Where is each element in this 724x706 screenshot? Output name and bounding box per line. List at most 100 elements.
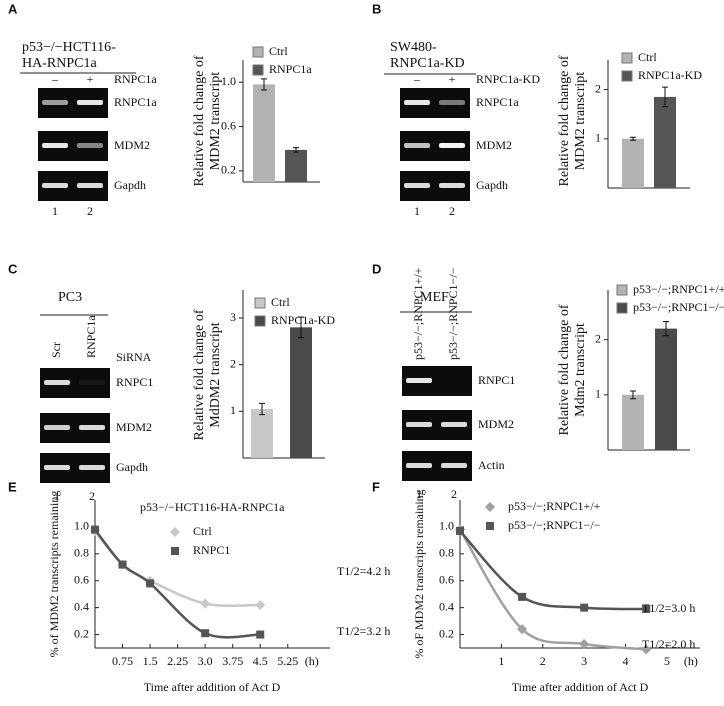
- y-axis-label: Relative fold change of: [192, 55, 207, 186]
- gel-title: RNPC1a-KD: [390, 56, 465, 71]
- y-tick-label: 2: [595, 81, 601, 95]
- legend-swatch: [616, 284, 628, 296]
- lane-label: +: [87, 72, 94, 86]
- point: [641, 644, 652, 655]
- line: [458, 528, 647, 651]
- panel-letter: C: [8, 261, 18, 276]
- gel-band: [77, 183, 103, 188]
- x-tick-label: 0.75: [112, 654, 133, 668]
- gel-band: [79, 380, 105, 385]
- gel-band: [441, 422, 467, 427]
- y-tick-label: 1: [595, 131, 601, 145]
- line: [94, 528, 261, 639]
- y-tick-label: 0.2: [221, 163, 236, 177]
- error-bar: [293, 147, 299, 153]
- gel-band: [439, 183, 465, 188]
- lane-label: –: [51, 72, 59, 86]
- gel-band: [77, 143, 103, 148]
- legend-swatch: [254, 297, 266, 309]
- y-axis-label: Relative fold change of: [192, 309, 207, 440]
- chart-title: p53−/−HCT116-HA-RNPC1a: [140, 500, 285, 514]
- annotation: T1/2=2.0 h: [642, 637, 695, 651]
- line: [459, 530, 647, 611]
- gel-band: [406, 422, 432, 427]
- lane-number: 2: [87, 204, 93, 218]
- point: [201, 629, 210, 638]
- gel-title: MEF: [420, 290, 449, 305]
- legend-swatch: [252, 64, 264, 76]
- legend-label: p53−/−;RNPC1−/−: [633, 300, 724, 314]
- gel-band: [77, 100, 103, 105]
- band-label: RNPC1: [478, 373, 515, 387]
- y-tick-label: 1.0: [439, 519, 454, 533]
- legend-label: RNPC1a-KD: [271, 313, 335, 327]
- point: [91, 525, 99, 534]
- lane-number: 1: [414, 204, 420, 218]
- legend-marker: [170, 527, 180, 537]
- gel-band: [79, 425, 105, 430]
- band-label: MDM2: [116, 420, 152, 434]
- gel-band: [42, 143, 68, 148]
- lane-label: p53−/−;RNPC1−/−: [446, 267, 460, 360]
- gel-band: [44, 380, 70, 385]
- bar: [655, 328, 677, 450]
- y-tick-label: 0.6: [221, 118, 236, 132]
- y-tick-label: 0.2: [74, 626, 89, 640]
- band-label: RNPC1: [116, 375, 153, 389]
- y-axis-label: % oF MDM2 transcripts remaining: [412, 489, 426, 658]
- x-axis-label: Time after addition of Act D: [144, 680, 281, 694]
- gel-band: [441, 463, 467, 468]
- legend-label: RNPC1a-KD: [638, 68, 702, 82]
- band-label: RNPC1a: [476, 95, 519, 109]
- y-tick-label: 2: [595, 331, 601, 345]
- legend-swatch: [621, 70, 633, 82]
- point: [146, 579, 155, 588]
- bar: [290, 327, 312, 458]
- legend-label: RNPC1a: [269, 62, 312, 76]
- legend-label: Ctrl: [269, 44, 288, 58]
- bar: [622, 138, 644, 188]
- bar: [285, 149, 307, 182]
- error-bar: [630, 136, 636, 141]
- gel-band: [42, 183, 68, 188]
- y-tick-label: 3: [230, 310, 236, 324]
- lane-number: 2: [449, 204, 455, 218]
- legend-label: p53−/−;RNPC1−/−: [508, 518, 601, 532]
- y-axis-label: % of MDM2 transcripts remaining: [47, 491, 61, 658]
- gel-band: [406, 463, 432, 468]
- error-bar: [298, 316, 304, 339]
- gel-band: [44, 465, 70, 470]
- band-label: Gapdh: [476, 178, 508, 192]
- lane-number: 1: [416, 487, 422, 501]
- legend-marker: [486, 522, 494, 530]
- y-tick-label: 0.8: [74, 546, 89, 560]
- gel-title: PC3: [58, 290, 82, 305]
- point: [456, 526, 464, 535]
- point: [256, 630, 265, 639]
- gel-band: [44, 425, 70, 430]
- point: [580, 603, 589, 612]
- x-tick-label: 2.25: [167, 654, 188, 668]
- x-unit: (h): [305, 654, 319, 668]
- legend-label: Ctrl: [193, 524, 212, 538]
- error-bar: [663, 320, 669, 337]
- lane-label: +: [449, 72, 456, 86]
- y-axis-label: MDM2 transcript: [208, 72, 223, 170]
- gel-title: SW480-: [390, 40, 437, 55]
- gel-title: p53−/−HCT116-: [22, 40, 116, 55]
- panel-letter: F: [372, 479, 380, 494]
- gel-band: [404, 143, 430, 148]
- legend-swatch: [621, 52, 633, 64]
- y-axis-label: MDM2 transcript: [573, 72, 588, 170]
- point: [518, 592, 527, 601]
- legend-swatch: [616, 302, 628, 314]
- x-axis-label: Time after addition of Act D: [512, 680, 649, 694]
- legend-label: p53−/−;RNPC1+/+: [633, 282, 724, 296]
- panel-letter: E: [8, 479, 17, 494]
- y-tick-label: 0.6: [74, 572, 89, 586]
- x-tick-label: 1: [498, 654, 504, 668]
- legend-swatch: [252, 46, 264, 58]
- gel-band: [439, 143, 465, 148]
- point: [200, 598, 211, 609]
